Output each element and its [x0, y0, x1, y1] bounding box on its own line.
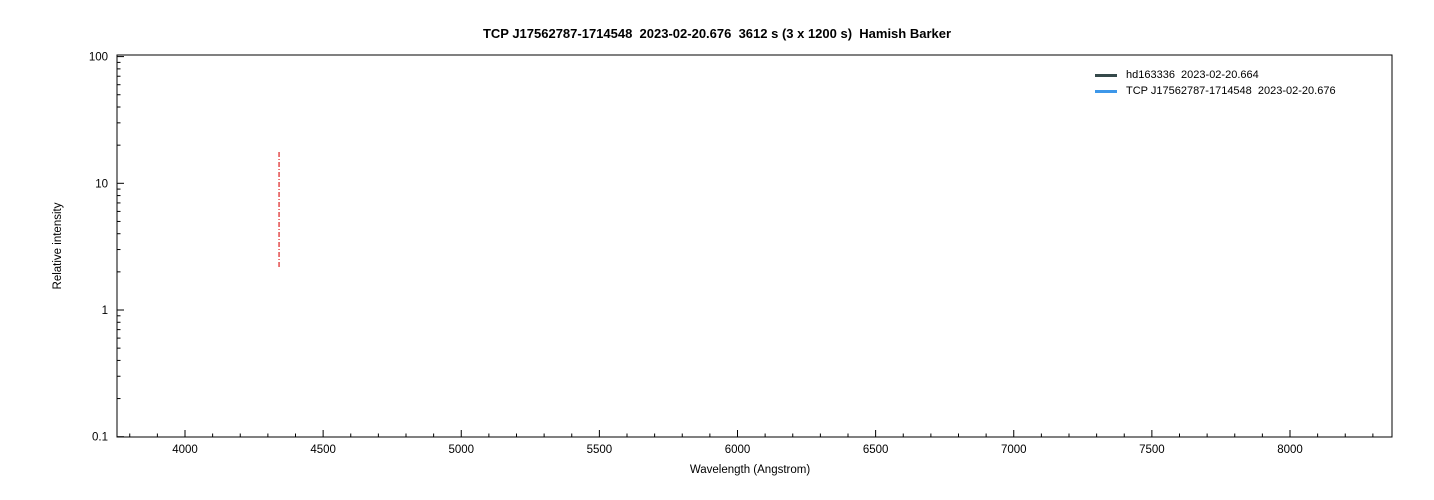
legend-label-tcp: TCP J17562787-1714548 2023-02-20.676 [1126, 85, 1336, 97]
x-tick-label: 5000 [448, 444, 474, 456]
y-tick-label: 1 [102, 305, 108, 317]
y-axis-label: Relative intensity [52, 202, 64, 290]
x-tick-label: 6500 [863, 444, 889, 456]
axis-box [116, 54, 1393, 438]
x-tick-label: 7000 [1001, 444, 1027, 456]
legend-item-tcp: TCP J17562787-1714548 2023-02-20.676 [1095, 83, 1336, 99]
x-axis-label: Wavelength (Angstrom) [689, 464, 811, 476]
y-tick-label: 100 [89, 52, 108, 64]
x-tick-label: 5500 [587, 444, 613, 456]
x-tick-label: 8000 [1277, 444, 1303, 456]
axis-ticks [117, 56, 1374, 438]
chart-title: TCP J17562787-1714548 2023-02-20.676 361… [482, 26, 952, 41]
y-tick-label: 10 [95, 178, 108, 190]
legend-swatch-hd163336 [1095, 73, 1117, 77]
x-tick-label: 4500 [310, 444, 336, 456]
x-tick-label: 4000 [172, 444, 198, 456]
x-tick-label: 6000 [725, 444, 751, 456]
x-tick-label: 7500 [1139, 444, 1165, 456]
legend: hd163336 2023-02-20.664 TCP J17562787-17… [1095, 67, 1336, 99]
tick-labels: 4000 4500 5000 5500 6000 6500 7000 7500 8000 0.1 1… [89, 52, 1303, 456]
y-tick-label: 0.1 [92, 432, 108, 444]
legend-item-hd163336: hd163336 2023-02-20.664 [1095, 67, 1336, 83]
legend-swatch-tcp [1095, 89, 1117, 93]
legend-label-hd163336: hd163336 2023-02-20.664 [1126, 69, 1259, 81]
